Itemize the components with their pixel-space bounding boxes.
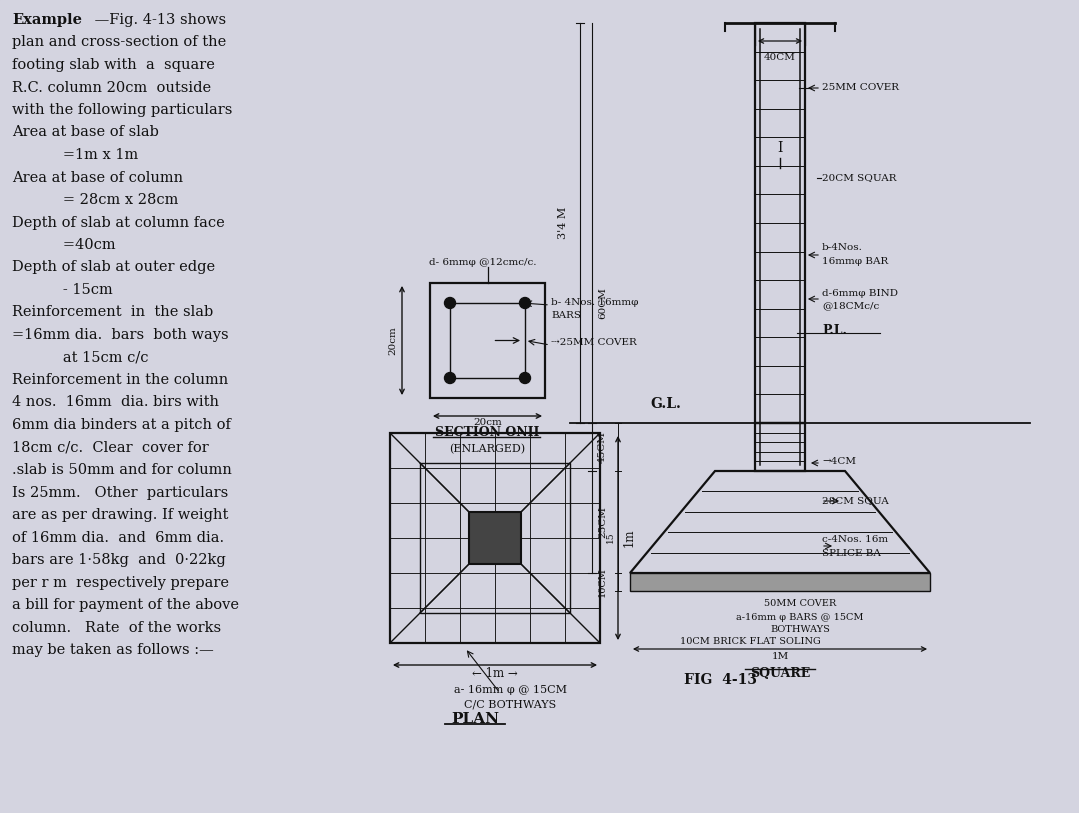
Text: Is 25mm.   Other  particulars: Is 25mm. Other particulars	[12, 485, 229, 499]
Text: 45CM: 45CM	[598, 431, 607, 463]
Text: Reinforcement in the column: Reinforcement in the column	[12, 373, 229, 387]
Text: per r m  respectively prepare: per r m respectively prepare	[12, 576, 229, 589]
Circle shape	[519, 372, 531, 384]
Text: Area at base of column: Area at base of column	[12, 171, 183, 185]
Text: 1m: 1m	[623, 528, 636, 547]
Text: 1M: 1M	[771, 652, 789, 661]
Text: →4CM: →4CM	[822, 457, 856, 466]
Text: column.   Rate  of the works: column. Rate of the works	[12, 620, 221, 634]
Text: G.L.: G.L.	[650, 397, 681, 411]
Text: Depth of slab at outer edge: Depth of slab at outer edge	[12, 260, 215, 275]
Circle shape	[445, 298, 455, 308]
Text: footing slab with  a  square: footing slab with a square	[12, 58, 215, 72]
Text: 60CM: 60CM	[598, 287, 607, 319]
Text: ⇢25MM COVER: ⇢25MM COVER	[551, 338, 637, 347]
Text: SPLICE BA: SPLICE BA	[822, 549, 880, 558]
Text: ← 1m →: ← 1m →	[473, 667, 518, 680]
Text: 6mm dia binders at a pitch of: 6mm dia binders at a pitch of	[12, 418, 231, 432]
Text: =40cm: =40cm	[12, 238, 115, 252]
Bar	[755, 23, 805, 423]
Bar	[390, 433, 600, 643]
Text: I: I	[777, 141, 782, 155]
Text: Depth of slab at column face: Depth of slab at column face	[12, 215, 224, 229]
Text: 3'4 M: 3'4 M	[558, 207, 568, 239]
Text: d-6mmφ BIND: d-6mmφ BIND	[822, 289, 898, 298]
Text: with the following particulars: with the following particulars	[12, 103, 232, 117]
Text: BOTHWAYS: BOTHWAYS	[770, 625, 830, 634]
Text: 25MM COVER: 25MM COVER	[822, 84, 899, 93]
Circle shape	[445, 372, 455, 384]
Text: 16mmφ BAR: 16mmφ BAR	[822, 258, 888, 267]
Text: =16mm dia.  bars  both ways: =16mm dia. bars both ways	[12, 328, 229, 342]
Text: @18CMc/c: @18CMc/c	[822, 302, 879, 311]
Text: = 28cm x 28cm: = 28cm x 28cm	[12, 193, 178, 207]
Text: (ENLARGED): (ENLARGED)	[450, 444, 525, 454]
Text: SECTION ONII: SECTION ONII	[435, 426, 540, 439]
Text: b-4Nos.: b-4Nos.	[822, 244, 863, 253]
Text: 4 nos.  16mm  dia. birs with: 4 nos. 16mm dia. birs with	[12, 395, 219, 410]
Text: Example: Example	[12, 13, 82, 27]
Bar	[469, 512, 521, 564]
Text: 20CM SQUAR: 20CM SQUAR	[822, 173, 897, 182]
Text: 25CM: 25CM	[598, 506, 607, 538]
Text: FIG  4-13: FIG 4-13	[683, 673, 756, 687]
Text: plan and cross-section of the: plan and cross-section of the	[12, 36, 227, 50]
Text: b- 4Nos. 16mmφ: b- 4Nos. 16mmφ	[551, 298, 639, 307]
Bar	[450, 303, 525, 378]
Text: 28CM SQUA: 28CM SQUA	[822, 497, 889, 506]
Text: may be taken as follows :—: may be taken as follows :—	[12, 643, 214, 657]
Text: 10CM: 10CM	[598, 567, 607, 597]
Text: a- 16mm φ @ 15CM: a- 16mm φ @ 15CM	[453, 685, 566, 695]
Text: 10CM BRICK FLAT SOLING: 10CM BRICK FLAT SOLING	[680, 637, 820, 646]
Text: a-16mm φ BARS @ 15CM: a-16mm φ BARS @ 15CM	[736, 613, 864, 622]
Text: c-4Nos. 16m: c-4Nos. 16m	[822, 534, 888, 544]
Text: BARS: BARS	[551, 311, 581, 320]
Text: - 15cm: - 15cm	[12, 283, 112, 297]
Bar	[431, 283, 545, 398]
Text: Area at base of slab: Area at base of slab	[12, 125, 159, 140]
Text: at 15cm c/c: at 15cm c/c	[12, 350, 149, 364]
Text: 40CM: 40CM	[764, 53, 796, 62]
Text: 20cm: 20cm	[388, 326, 397, 355]
Text: R.C. column 20cm  outside: R.C. column 20cm outside	[12, 80, 211, 94]
Text: 20cm: 20cm	[473, 418, 502, 427]
Bar	[630, 573, 930, 591]
Bar	[755, 423, 805, 471]
Circle shape	[519, 298, 531, 308]
Text: Reinforcement  in  the slab: Reinforcement in the slab	[12, 306, 214, 320]
Text: 50MM COVER: 50MM COVER	[764, 599, 836, 608]
Bar	[420, 463, 570, 613]
Text: 18cm c/c.  Clear  cover for: 18cm c/c. Clear cover for	[12, 441, 208, 454]
Text: of 16mm dia.  and  6mm dia.: of 16mm dia. and 6mm dia.	[12, 531, 224, 545]
Text: 15: 15	[605, 531, 615, 543]
Text: a bill for payment of the above: a bill for payment of the above	[12, 598, 240, 612]
Text: —Fig. 4-13 shows: —Fig. 4-13 shows	[90, 13, 227, 27]
Text: C/C BOTHWAYS: C/C BOTHWAYS	[464, 699, 556, 709]
Text: d- 6mmφ @12cmc/c.: d- 6mmφ @12cmc/c.	[428, 258, 536, 267]
Text: are as per drawing. If weight: are as per drawing. If weight	[12, 508, 229, 522]
Text: =1m x 1m: =1m x 1m	[12, 148, 138, 162]
Text: .slab is 50mm and for column: .slab is 50mm and for column	[12, 463, 232, 477]
Text: P.L.: P.L.	[822, 324, 847, 337]
Text: SQUARE: SQUARE	[750, 667, 810, 680]
Text: PLAN: PLAN	[451, 712, 498, 726]
Text: bars are 1·58kg  and  0·22kg: bars are 1·58kg and 0·22kg	[12, 553, 226, 567]
